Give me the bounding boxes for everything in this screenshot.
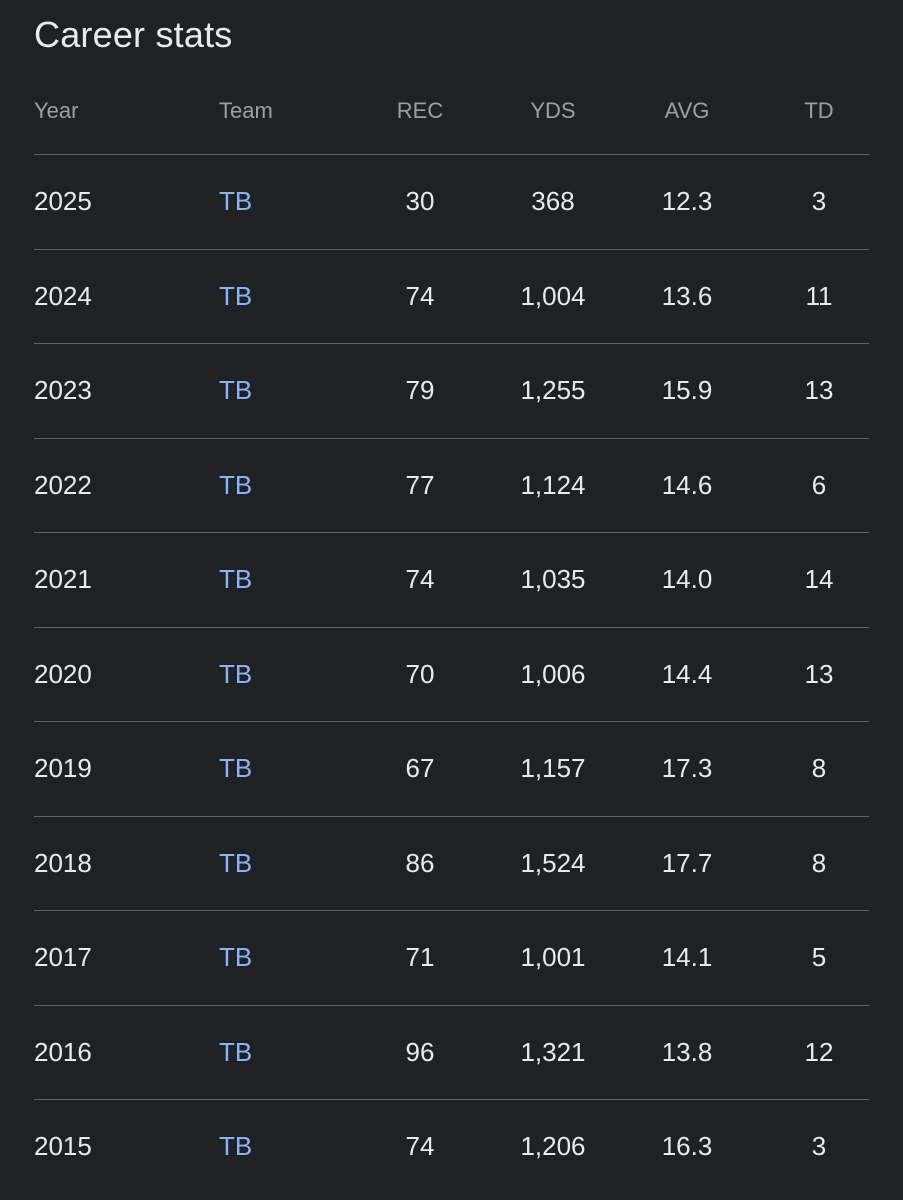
td-cell: 14 (804, 564, 834, 595)
avg-cell: 14.0 (661, 564, 713, 595)
team-cell: TB (219, 911, 339, 1005)
rec-cell: 74 (405, 280, 435, 311)
team-link[interactable]: TB (219, 469, 253, 500)
td-cell: 6 (811, 469, 827, 500)
table-row: 2019 TB 67 1,157 17.3 8 (34, 721, 869, 816)
column-header-yds: YDS (530, 98, 576, 123)
avg-cell: 17.7 (661, 847, 713, 878)
yds-cell: 1,524 (520, 847, 586, 878)
avg-cell: 14.4 (661, 658, 713, 689)
td-cell: 3 (811, 1131, 827, 1162)
avg-cell: 14.1 (661, 942, 713, 973)
rec-cell: 67 (405, 753, 435, 784)
team-link[interactable]: TB (219, 375, 253, 406)
team-cell: TB (219, 439, 339, 533)
team-cell: TB (219, 250, 339, 344)
td-cell: 11 (805, 280, 833, 311)
column-header-team: Team (219, 98, 273, 123)
team-cell: TB (219, 1100, 339, 1194)
column-header-td: TD (804, 98, 834, 123)
avg-cell: 12.3 (661, 186, 713, 217)
team-link[interactable]: TB (219, 942, 253, 973)
table-header-row: Year Team REC YDS AVG TD (34, 68, 869, 154)
avg-cell: 14.6 (661, 469, 713, 500)
team-cell: TB (219, 533, 339, 627)
td-cell: 5 (811, 942, 827, 973)
team-link[interactable]: TB (219, 1036, 253, 1067)
yds-cell: 1,035 (520, 564, 586, 595)
team-link[interactable]: TB (219, 753, 253, 784)
table-row: 2025 TB 30 368 12.3 3 (34, 154, 869, 249)
yds-cell: 1,006 (520, 658, 586, 689)
table-row: 2017 TB 71 1,001 14.1 5 (34, 910, 869, 1005)
team-link[interactable]: TB (219, 186, 253, 217)
yds-cell: 1,321 (520, 1036, 586, 1067)
table-row: 2015 TB 74 1,206 16.3 3 (34, 1099, 869, 1194)
team-cell: TB (219, 344, 339, 438)
rec-cell: 30 (405, 186, 435, 217)
year-cell: 2015 (34, 1131, 92, 1162)
year-cell: 2024 (34, 280, 92, 311)
team-link[interactable]: TB (219, 658, 253, 689)
year-cell: 2016 (34, 1036, 92, 1067)
team-link[interactable]: TB (219, 280, 253, 311)
stats-table: Year Team REC YDS AVG TD 2025 TB 30 368 … (34, 68, 869, 1194)
rec-cell: 71 (405, 942, 435, 973)
team-cell: TB (219, 1006, 339, 1100)
column-header-avg: AVG (664, 98, 710, 123)
avg-cell: 15.9 (661, 375, 713, 406)
td-cell: 8 (811, 847, 827, 878)
td-cell: 12 (804, 1036, 834, 1067)
rec-cell: 77 (405, 469, 435, 500)
td-cell: 13 (804, 375, 834, 406)
team-link[interactable]: TB (219, 847, 253, 878)
year-cell: 2017 (34, 942, 92, 973)
team-cell: TB (219, 817, 339, 911)
column-header-rec: REC (396, 98, 444, 123)
rec-cell: 86 (405, 847, 435, 878)
column-header-year: Year (34, 98, 79, 123)
year-cell: 2018 (34, 847, 92, 878)
td-cell: 3 (811, 186, 827, 217)
team-cell: TB (219, 722, 339, 816)
team-cell: TB (219, 628, 339, 722)
table-row: 2021 TB 74 1,035 14.0 14 (34, 532, 869, 627)
team-cell: TB (219, 155, 339, 249)
page-title: Career stats (34, 14, 233, 55)
team-link[interactable]: TB (219, 564, 253, 595)
table-row: 2020 TB 70 1,006 14.4 13 (34, 626, 869, 722)
yds-cell: 1,124 (520, 469, 586, 500)
table-row: 2016 TB 96 1,321 13.8 12 (34, 1004, 869, 1100)
yds-cell: 1,001 (520, 942, 586, 973)
year-cell: 2020 (34, 658, 92, 689)
yds-cell: 368 (531, 186, 575, 217)
rec-cell: 74 (405, 1131, 435, 1162)
avg-cell: 16.3 (661, 1131, 713, 1162)
td-cell: 8 (811, 753, 827, 784)
yds-cell: 1,255 (520, 375, 586, 406)
yds-cell: 1,157 (520, 753, 586, 784)
yds-cell: 1,004 (520, 280, 586, 311)
table-row: 2023 TB 79 1,255 15.9 13 (34, 343, 869, 438)
table-row: 2024 TB 74 1,004 13.6 11 (34, 248, 869, 344)
rec-cell: 74 (405, 564, 435, 595)
year-cell: 2019 (34, 753, 92, 784)
yds-cell: 1,206 (520, 1131, 586, 1162)
rec-cell: 79 (405, 375, 435, 406)
avg-cell: 13.6 (661, 280, 713, 311)
table-row: 2022 TB 77 1,124 14.6 6 (34, 437, 869, 533)
avg-cell: 17.3 (661, 753, 713, 784)
td-cell: 13 (804, 658, 834, 689)
table-row: 2018 TB 86 1,524 17.7 8 (34, 815, 869, 911)
year-cell: 2023 (34, 375, 92, 406)
team-link[interactable]: TB (219, 1131, 253, 1162)
year-cell: 2021 (34, 564, 92, 595)
year-cell: 2025 (34, 186, 92, 217)
year-cell: 2022 (34, 469, 92, 500)
rec-cell: 70 (405, 658, 435, 689)
avg-cell: 13.8 (661, 1036, 713, 1067)
rec-cell: 96 (405, 1036, 435, 1067)
